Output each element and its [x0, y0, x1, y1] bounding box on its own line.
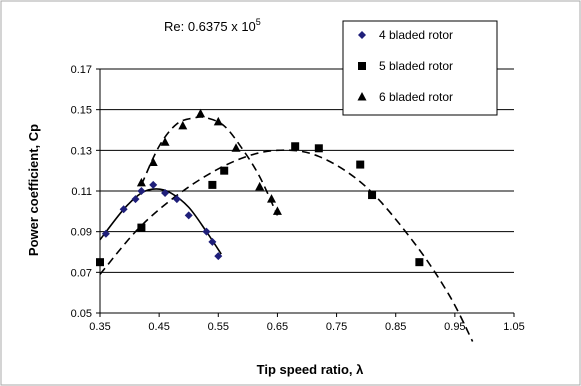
- series-1-point-5: [314, 144, 323, 153]
- legend-label-1: 5 bladed rotor: [379, 59, 453, 73]
- legend-marker-2: [357, 92, 367, 101]
- annotation-superscript: 5: [256, 17, 261, 27]
- annotation-text: Re: 0.6375 x 10: [164, 19, 256, 34]
- x-tick-label-5: 0.85: [385, 321, 406, 333]
- chart-annotation: Re: 0.6375 x 105: [164, 17, 261, 34]
- legend-items: 4 bladed rotor 5 bladed rotor 6 bladed rot…: [357, 28, 453, 104]
- series-0-point-8: [202, 227, 211, 236]
- series-0-point-5: [161, 189, 170, 198]
- series-1-point-3: [220, 166, 229, 175]
- y-axis-title: Power coefficient, Cp: [26, 124, 41, 256]
- axis-layer: 0.35 0.45 0.55 0.65 0.75 0.85 0.95 1.05 0.05 0.07…: [71, 64, 525, 333]
- series-0-point-1: [119, 205, 128, 214]
- series-0-point-7: [184, 211, 193, 220]
- series-1-point-7: [368, 191, 377, 200]
- series-0-point-3: [137, 187, 146, 195]
- series-2-point-0: [136, 177, 146, 187]
- series-2-point-4: [196, 108, 206, 118]
- series-1-point-6: [356, 160, 365, 169]
- x-tick-label-3: 0.65: [267, 321, 288, 333]
- legend-marker-0: [358, 31, 366, 39]
- series-0-point-9: [208, 237, 217, 246]
- x-tick-label-0: 0.35: [89, 321, 110, 333]
- y-tick-label-3: 0.11: [71, 186, 92, 198]
- y-tick-label-6: 0.17: [71, 64, 92, 76]
- series-2-point-1: [148, 157, 158, 167]
- series-2-point-8: [267, 194, 277, 203]
- series-1-fit-line: [99, 149, 474, 342]
- series-1-point-1: [137, 223, 146, 232]
- series-1-point-8: [415, 258, 424, 267]
- series-0-point-0: [101, 229, 110, 238]
- series-1-point-4: [291, 142, 300, 151]
- y-tick-label-1: 0.07: [71, 267, 92, 279]
- series-2-point-9: [272, 206, 282, 215]
- series-2-point-3: [178, 120, 188, 130]
- x-tick-label-2: 0.55: [208, 321, 229, 333]
- x-tick-label-1: 0.45: [148, 321, 169, 333]
- x-tick-label-6: 0.95: [444, 321, 465, 333]
- legend-label-2: 6 bladed rotor: [379, 90, 453, 104]
- y-tick-label-5: 0.15: [71, 105, 92, 117]
- series-0-point-10: [214, 252, 223, 261]
- y-tick-label-0: 0.05: [71, 308, 92, 320]
- legend: 4 bladed rotor 5 bladed rotor 6 bladed rot…: [342, 20, 498, 116]
- x-axis-title: Tip speed ratio, λ: [257, 362, 364, 377]
- series-2-point-6: [231, 143, 241, 152]
- series-2-point-2: [160, 137, 170, 146]
- legend-label-0: 4 bladed rotor: [379, 28, 453, 42]
- legend-box: [342, 20, 498, 116]
- legend-marker-1: [358, 62, 366, 70]
- series-0-point-4: [149, 180, 158, 189]
- series-0-point-6: [172, 195, 181, 204]
- series-2-point-5: [213, 116, 223, 126]
- y-tick-label-2: 0.09: [71, 227, 92, 239]
- series-0-point-2: [131, 195, 140, 204]
- y-tick-label-4: 0.13: [71, 145, 92, 157]
- series-2-fit-line: [140, 116, 279, 216]
- series-2-point-7: [255, 181, 265, 191]
- series-1-point-2: [208, 180, 217, 189]
- x-tick-label-7: 1.05: [503, 321, 524, 333]
- x-tick-label-4: 0.75: [326, 321, 347, 333]
